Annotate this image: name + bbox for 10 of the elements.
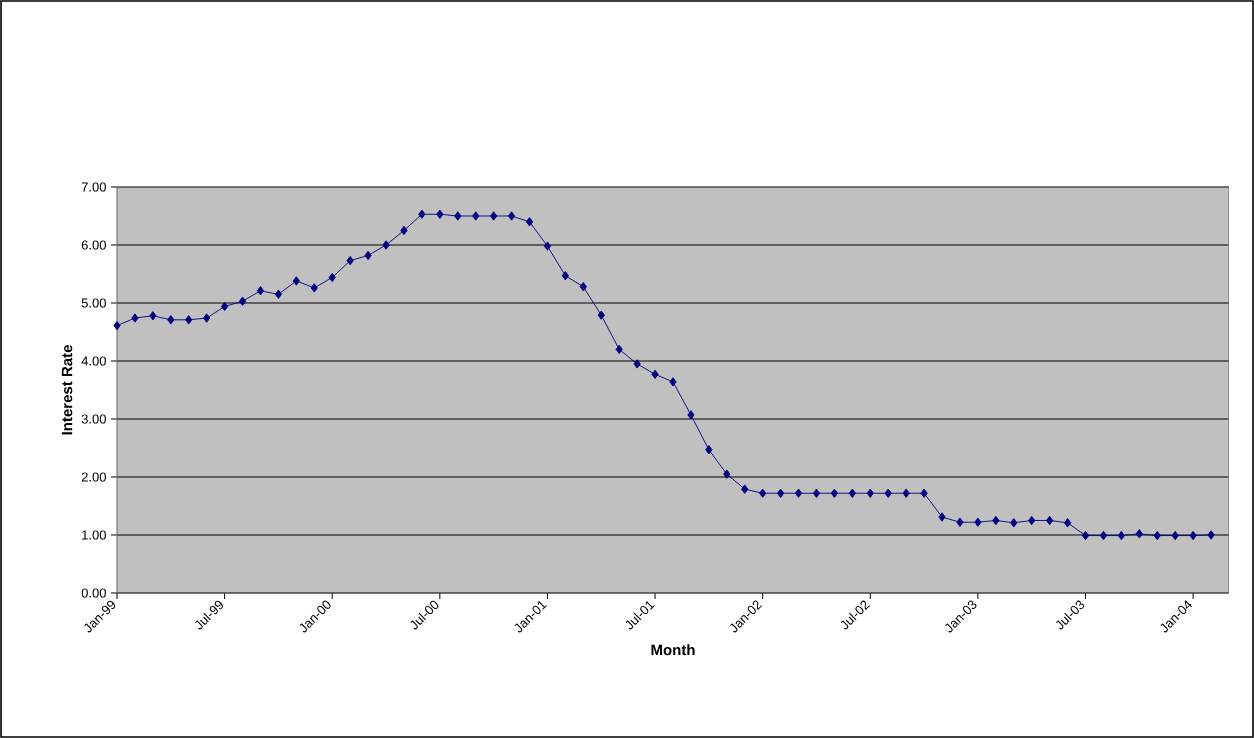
y-tick-label: 4.00 [81,356,106,366]
y-tick-label: 0.00 [81,588,106,598]
x-axis-title: Month [651,644,695,656]
y-tick-label: 3.00 [81,414,106,424]
y-tick-label: 2.00 [81,472,106,482]
y-tick-label: 5.00 [81,298,106,308]
y-tick-label: 6.00 [81,240,106,250]
y-tick-label: 7.00 [81,182,106,192]
y-axis-title: Interest Rate [61,345,73,435]
y-tick-label: 1.00 [82,530,106,540]
